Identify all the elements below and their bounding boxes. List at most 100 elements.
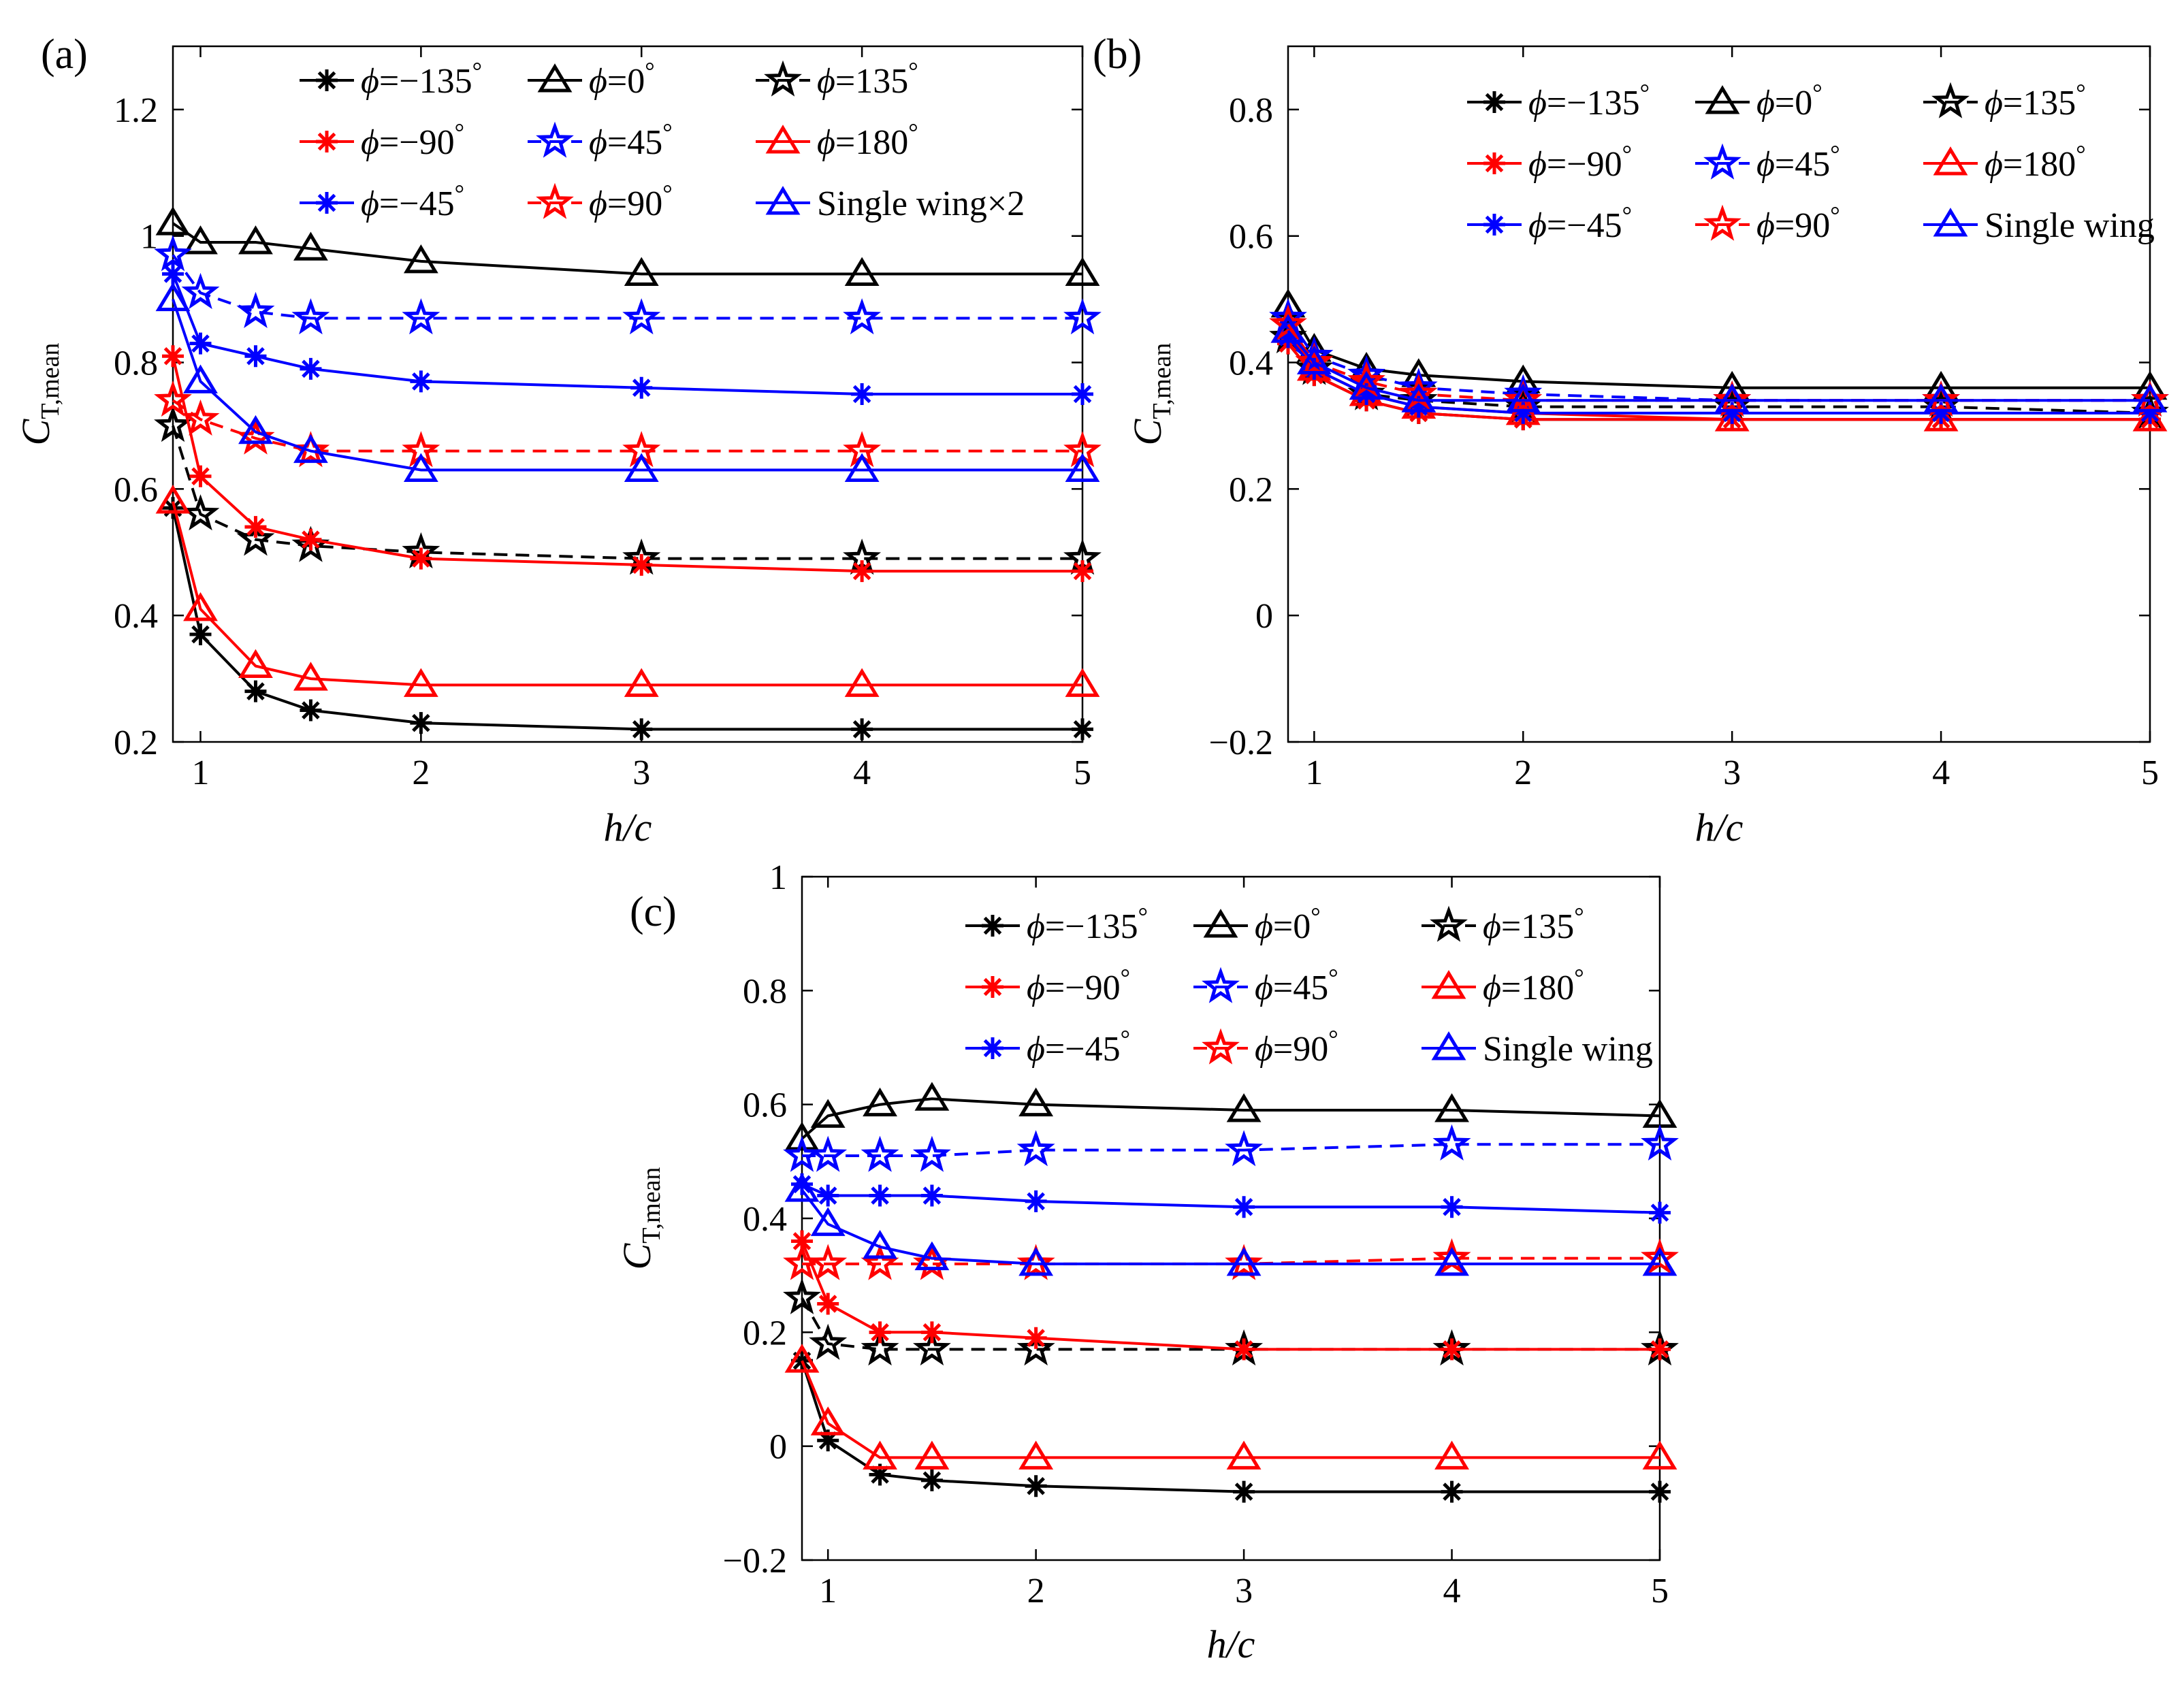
y-tick-label: 0.4 — [743, 1200, 787, 1239]
data-point — [1018, 1087, 1054, 1117]
data-point — [238, 415, 273, 444]
panel-label-a: (a) — [41, 31, 88, 78]
legend-marker — [316, 131, 338, 152]
legend-label: ϕ=−135° — [1027, 903, 1148, 946]
panel-label-b: (b) — [1093, 31, 1142, 78]
series-phi_0 — [155, 206, 1100, 286]
legend-entry-phi_m45: ϕ=−45° — [300, 180, 464, 223]
legend-marker — [1431, 1031, 1466, 1060]
legend-label: ϕ=45° — [1255, 964, 1338, 1007]
data-point — [1714, 370, 1750, 400]
data-point — [1434, 1440, 1469, 1470]
data-point — [1714, 383, 1750, 412]
data-point — [189, 332, 212, 355]
data-point — [1713, 380, 1752, 417]
legend-marker — [537, 63, 573, 93]
x-tick-label: 5 — [1074, 753, 1091, 792]
x-tick-label: 4 — [1932, 753, 1950, 792]
legend-entry-phi_m45: ϕ=−45° — [1467, 201, 1632, 245]
data-point — [817, 1293, 839, 1315]
data-point — [1233, 1338, 1255, 1361]
data-point — [300, 699, 322, 722]
legend: ϕ=−135° ϕ=0° ϕ=135° ϕ=−90° ϕ=45° ϕ=180° ϕ=−45°… — [300, 57, 1025, 223]
data-point — [1714, 402, 1750, 432]
legend-entry-phi_45: ϕ=45° — [1695, 140, 1840, 184]
data-point — [189, 465, 212, 487]
data-point — [236, 291, 275, 329]
data-point — [154, 380, 192, 417]
data-point — [293, 434, 328, 464]
legend-entry-phi_m90: ϕ=−90° — [1467, 140, 1632, 184]
data-point — [162, 345, 184, 368]
data-point — [410, 712, 432, 734]
data-point — [1226, 1093, 1262, 1122]
legend-label: ϕ=90° — [1756, 201, 1840, 245]
legend-label: ϕ=180° — [1985, 140, 2086, 184]
legend-label: ϕ=135° — [1483, 903, 1584, 946]
data-point — [236, 519, 275, 556]
legend-marker — [765, 186, 801, 215]
series-line — [172, 298, 1082, 472]
y-tick-label: 1 — [769, 858, 787, 897]
legend-marker — [1703, 204, 1741, 241]
data-point — [624, 453, 659, 482]
data-point — [1225, 1130, 1263, 1167]
y-tick-label: 0.8 — [743, 972, 787, 1011]
legend-label: ϕ=−135° — [361, 57, 482, 101]
data-point — [1649, 1480, 1671, 1503]
data-point — [1065, 668, 1100, 697]
y-tick-label: 0.6 — [114, 470, 158, 509]
data-point — [869, 1463, 891, 1486]
data-point — [844, 668, 880, 697]
data-point — [1441, 1338, 1463, 1361]
legend-entry-phi_45: ϕ=45° — [528, 118, 673, 162]
legend-marker — [1202, 1028, 1240, 1065]
data-point — [2139, 402, 2161, 424]
data-point — [1923, 370, 1959, 400]
y-axis-label: CT,mean — [1125, 343, 1176, 446]
data-point — [1233, 1196, 1255, 1218]
legend-entry-phi_m90: ϕ=−90° — [300, 118, 464, 162]
data-point — [914, 1082, 950, 1111]
legend-entry-phi_45: ϕ=45° — [1193, 964, 1338, 1007]
data-point — [1025, 1475, 1047, 1497]
series-line — [172, 222, 1082, 276]
legend: ϕ=−135° ϕ=0° ϕ=135° ϕ=−90° ϕ=45° ϕ=180° ϕ=−45°… — [1467, 79, 2155, 245]
data-point — [1642, 1247, 1677, 1276]
data-point — [912, 1329, 951, 1366]
data-point — [1270, 314, 1306, 343]
legend-entry-phi_135: ϕ=135° — [1923, 79, 2086, 123]
series-line — [801, 1360, 1660, 1493]
data-point — [403, 453, 438, 482]
data-point — [244, 680, 267, 702]
legend-label: ϕ=−45° — [1528, 201, 1632, 245]
legend-marker — [765, 125, 801, 154]
data-point — [1226, 1247, 1262, 1276]
legend-label: ϕ=135° — [1985, 79, 2086, 123]
y-tick-label: 0 — [769, 1428, 787, 1467]
y-tick-label: 0.8 — [1229, 91, 1273, 130]
legend-marker — [764, 60, 802, 97]
panel-a: (a) 1 2 3 4 5 0.2 0.4 0.6 0.8 1 1.2 h/c CT,mean ϕ=−135… — [14, 31, 1102, 849]
legend-marker — [536, 121, 574, 158]
data-point — [154, 406, 192, 442]
legend-entry-phi_180: ϕ=180° — [1422, 964, 1584, 1007]
series-phi_135 — [154, 406, 1102, 575]
legend-label: ϕ=−90° — [1528, 140, 1632, 184]
y-tick-label: 0.2 — [743, 1314, 787, 1352]
x-tick-label: 1 — [1305, 753, 1323, 792]
data-point — [2132, 402, 2168, 432]
data-point — [238, 225, 273, 255]
data-point — [914, 1440, 950, 1470]
x-tick-label: 3 — [632, 753, 650, 792]
legend-marker — [1483, 91, 1505, 113]
data-point — [1016, 1130, 1055, 1167]
data-point — [920, 1184, 943, 1207]
y-tick-label: 1.2 — [114, 91, 158, 130]
x-axis-label: h/c — [1695, 805, 1744, 849]
data-point — [1923, 383, 1959, 412]
data-point — [1072, 718, 1093, 741]
x-tick-label: 2 — [412, 753, 430, 792]
legend-label: ϕ=−45° — [1027, 1025, 1130, 1069]
x-tick-label: 2 — [1027, 1572, 1045, 1610]
